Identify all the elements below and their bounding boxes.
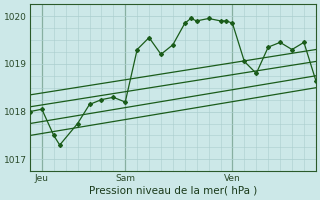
X-axis label: Pression niveau de la mer( hPa ): Pression niveau de la mer( hPa ) <box>89 186 257 196</box>
